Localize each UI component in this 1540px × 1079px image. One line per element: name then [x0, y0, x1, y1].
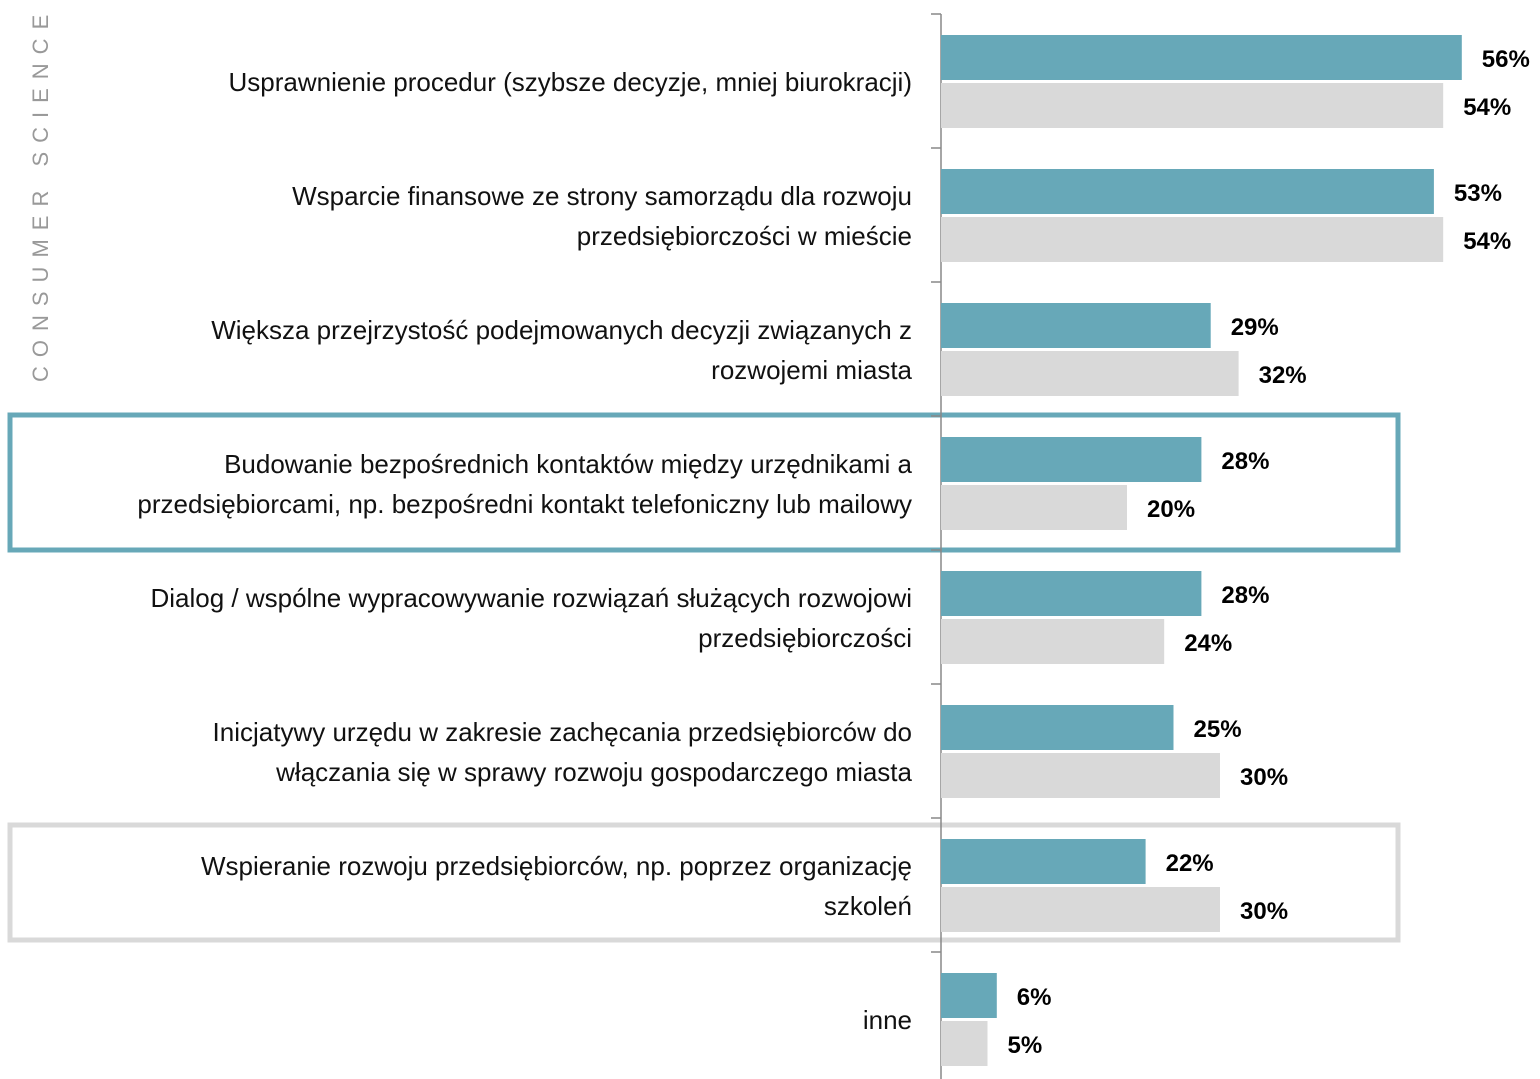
bar	[941, 83, 1444, 128]
category-label: Inicjatywy urzędu w zakresie zachęcania …	[212, 717, 912, 787]
value-label: 54%	[1463, 228, 1511, 255]
category-label: Usprawnienie procedur (szybsze decyzje, …	[228, 67, 913, 97]
category-label: Wspieranie rozwoju przedsiębiorców, np. …	[200, 851, 912, 921]
bar	[941, 485, 1127, 530]
bar	[941, 619, 1165, 664]
bar	[941, 351, 1239, 396]
bar	[941, 169, 1434, 214]
category-label: inne	[862, 1005, 912, 1035]
value-label: 53%	[1454, 180, 1502, 207]
bar	[941, 705, 1174, 750]
value-label: 56%	[1482, 46, 1530, 73]
bar	[941, 217, 1444, 262]
value-label: 6%	[1017, 984, 1052, 1011]
bar	[941, 437, 1202, 482]
value-label: 25%	[1194, 716, 1242, 743]
bar	[941, 1021, 988, 1066]
bar	[941, 303, 1211, 348]
highlight-box	[7, 822, 1401, 943]
bar	[941, 973, 997, 1018]
category-label: Dialog / wspólne wypracowywanie rozwiąza…	[150, 583, 912, 653]
value-label: 54%	[1463, 94, 1511, 121]
category-label: Większa przejrzystość podejmowanych decy…	[211, 315, 912, 385]
bar	[941, 887, 1220, 932]
value-label: 29%	[1231, 314, 1279, 341]
watermark: CONSUMER SCIENCE	[28, 6, 53, 382]
value-label: 30%	[1240, 764, 1288, 791]
bar	[941, 35, 1462, 80]
value-label: 22%	[1166, 850, 1214, 877]
category-label: Budowanie bezpośrednich kontaktów między…	[137, 449, 912, 519]
highlight-box	[7, 412, 1401, 553]
category-label: Wsparcie finansowe ze strony samorządu d…	[292, 181, 912, 251]
value-label: 30%	[1240, 898, 1288, 925]
bar	[941, 571, 1202, 616]
value-label: 24%	[1184, 630, 1232, 657]
value-label: 5%	[1008, 1032, 1043, 1059]
value-label: 28%	[1221, 448, 1269, 475]
bar	[941, 753, 1220, 798]
value-label: 32%	[1259, 362, 1307, 389]
value-label: 20%	[1147, 496, 1195, 523]
bar	[941, 839, 1146, 884]
value-label: 28%	[1221, 582, 1269, 609]
